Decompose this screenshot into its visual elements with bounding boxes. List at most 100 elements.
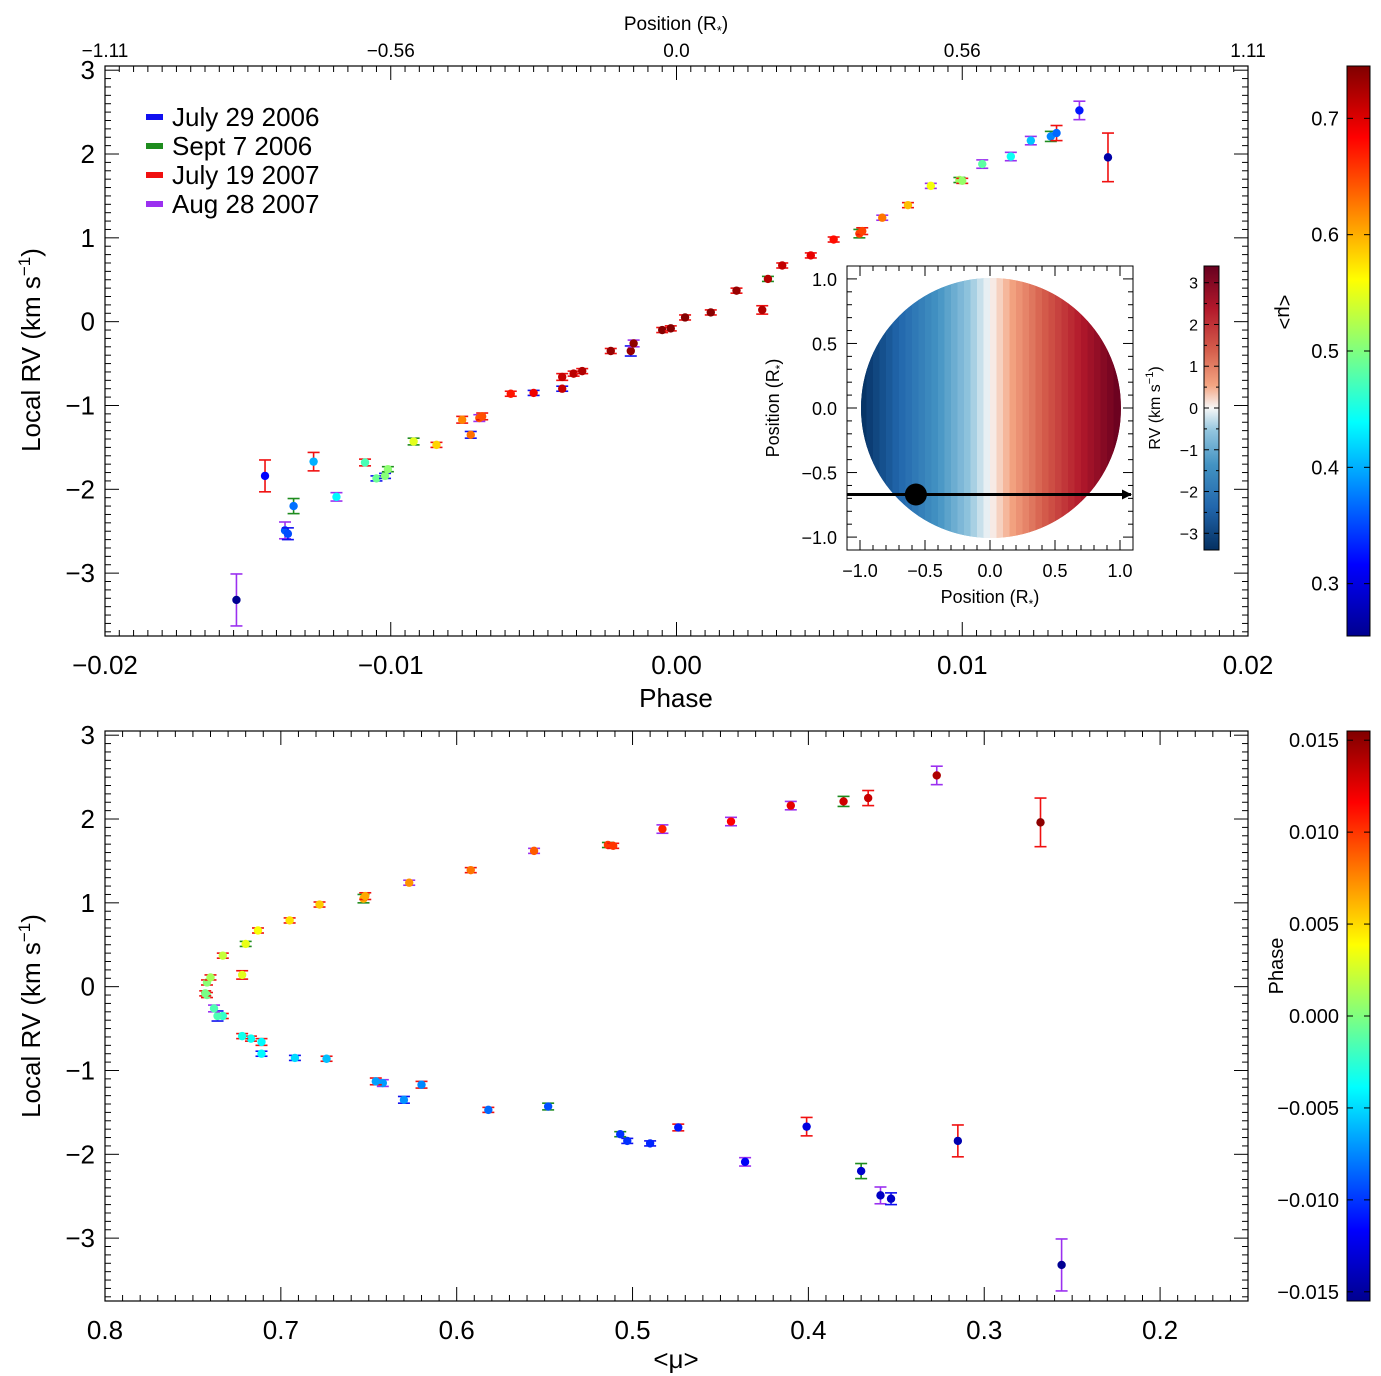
rv-point (369, 1077, 382, 1086)
rv-point (1004, 151, 1017, 162)
bottom-y-ticks: −3 −2 −1 0 1 2 3 (65, 720, 1248, 1298)
disk-band (1035, 278, 1043, 538)
disk-band (1074, 278, 1082, 538)
rv-point (776, 261, 789, 270)
legend-swatch-sept-2006 (146, 143, 163, 149)
rv-point (976, 159, 989, 170)
bottom-data-points (199, 765, 1068, 1292)
disk-band (1068, 278, 1076, 538)
disk-band (1107, 278, 1115, 538)
marker (666, 324, 675, 333)
marker (289, 501, 298, 511)
marker (241, 939, 250, 949)
top-secondary-axis-label: Position (R*) (624, 14, 728, 38)
rv-point (236, 969, 249, 980)
marker (740, 1157, 750, 1167)
inset-x-tick-label: −1.0 (842, 561, 878, 581)
rv-point (251, 926, 264, 935)
inset-x-axis-label: Position (R*) (941, 587, 1040, 611)
disk-band (996, 278, 1004, 538)
rv-point (230, 573, 243, 627)
mu-colorbar-tick-label: 0.7 (1311, 108, 1339, 130)
marker (529, 846, 539, 856)
legend-swatch-july-2006 (146, 114, 163, 120)
marker (802, 1122, 811, 1131)
marker (758, 305, 767, 315)
bottom-plot-frame (104, 730, 1249, 1302)
rv-point (482, 1105, 495, 1115)
rv-point (216, 951, 229, 960)
bottom-y-tick-label: 1 (81, 888, 95, 918)
disk-band (1042, 278, 1050, 538)
marker (578, 366, 587, 376)
rv-point (885, 1192, 898, 1206)
marker (285, 916, 294, 925)
disk-band (1029, 278, 1037, 538)
mu-colorbar-tick-label: 0.6 (1311, 225, 1339, 247)
marker (371, 1077, 381, 1086)
marker (417, 1080, 426, 1089)
marker (606, 346, 615, 356)
disk-band (951, 278, 959, 538)
disk-band (1081, 278, 1089, 538)
rv-point (244, 1034, 257, 1043)
rv-point (407, 437, 420, 446)
marker (903, 200, 913, 210)
marker (237, 970, 247, 980)
disk-band (1022, 278, 1030, 538)
marker (886, 1194, 896, 1203)
rv-point (924, 181, 937, 191)
inset-colorbar-tick-label: −3 (1180, 526, 1198, 543)
marker (209, 1004, 219, 1013)
rv-point (739, 1156, 752, 1167)
rv-point (236, 1031, 249, 1041)
marker (484, 1105, 493, 1115)
top-secondary-tick-label: 1.11 (1230, 41, 1266, 62)
marker (629, 339, 638, 348)
bottom-y-tick-label: 0 (81, 972, 95, 1002)
planet-disk (904, 483, 927, 506)
phase-colorbar-tick-label: 0.005 (1289, 914, 1339, 936)
marker (778, 261, 787, 270)
rv-point (504, 389, 517, 398)
rv-point (255, 1037, 268, 1047)
top-y-tick-label: 1 (81, 223, 95, 253)
top-x-tick-label: 0.00 (651, 650, 702, 680)
marker (457, 415, 467, 424)
rv-point (528, 846, 541, 856)
marker (726, 817, 736, 826)
legend-label-july-2006: July 29 2006 (172, 102, 319, 132)
bottom-y-tick-label: −1 (65, 1055, 95, 1085)
bottom-y-axis-label: Local RV (km s−1) (15, 914, 46, 1118)
disk-velocity-bands (861, 278, 1121, 538)
rv-point (307, 451, 320, 472)
legend: July 29 2006 Sept 7 2006 July 19 2007 Au… (146, 102, 319, 219)
legend-label-aug-2007: Aug 28 2007 (172, 189, 319, 219)
marker (1075, 106, 1084, 115)
marker (260, 471, 270, 481)
marker (608, 841, 618, 851)
rv-point (725, 816, 738, 827)
marker (466, 865, 475, 875)
mu-colorbar-tick-label: 0.5 (1311, 341, 1339, 363)
rv-point (239, 939, 252, 949)
rv-point (208, 1004, 221, 1013)
marker (1036, 818, 1045, 827)
disk-band (1100, 278, 1108, 538)
rv-point (359, 891, 372, 901)
disk-band (912, 278, 920, 538)
marker (1026, 136, 1036, 145)
marker (558, 372, 567, 382)
disk-band (1113, 278, 1121, 538)
legend-label-july-2007: July 19 2007 (172, 160, 319, 190)
marker (477, 412, 487, 421)
bottom-x-tick-label: 0.5 (614, 1315, 650, 1345)
bottom-panel: 0.8 0.7 0.6 0.5 0.4 0.3 0.2 −3 −2 −1 0 1 2 3 <μ> Loc… (15, 720, 1371, 1374)
stellar-disk-inset: −1.0−1.0 −0.5 −0.5 0.0 0.0 0.5 0.5 1.0 1.0 Posit… (763, 265, 1220, 611)
marker (626, 346, 635, 356)
rv-point (827, 235, 840, 244)
marker (543, 1102, 553, 1111)
disk-band (964, 278, 972, 538)
rv-point (288, 1053, 301, 1063)
